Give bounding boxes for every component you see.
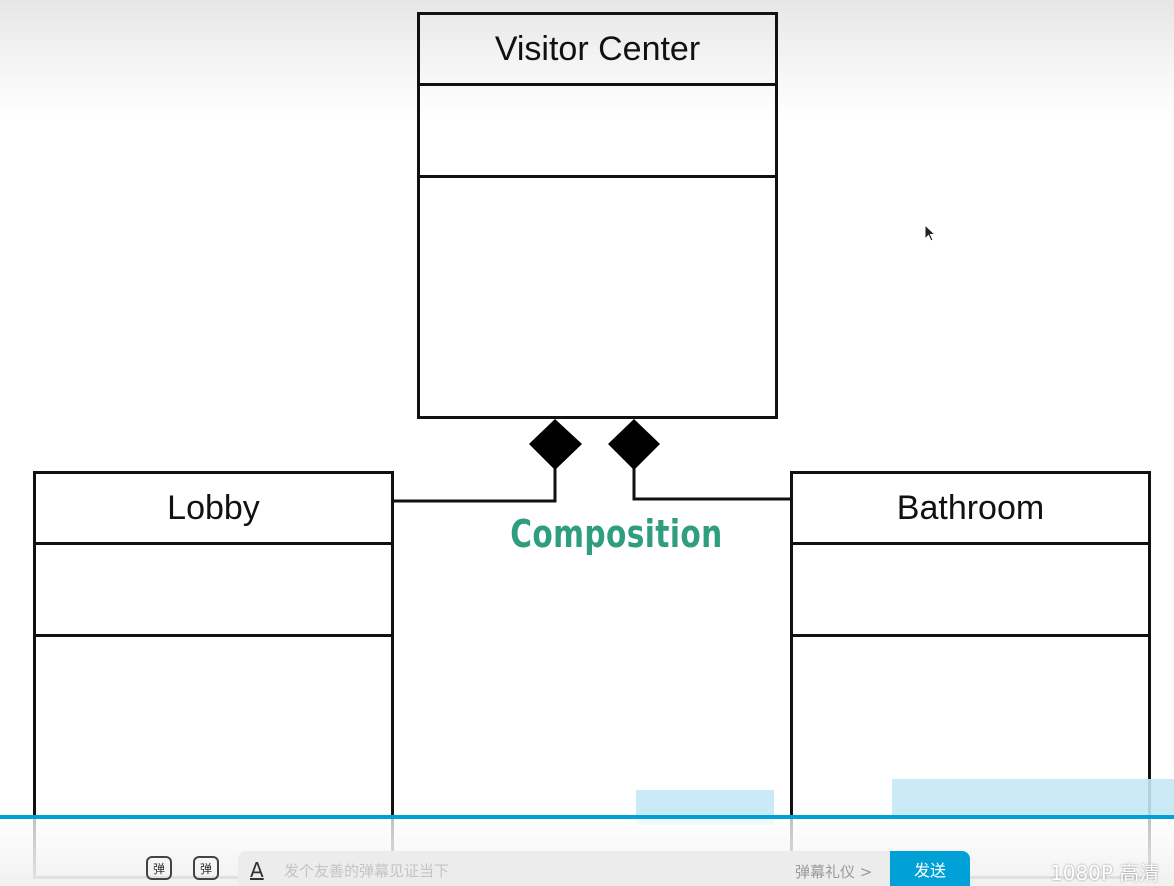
buffer-segment <box>892 779 1174 817</box>
danmaku-etiquette-link[interactable]: 弹幕礼仪 > <box>795 863 873 881</box>
mouse-cursor-icon <box>924 224 936 242</box>
attributes-section <box>793 545 1148 637</box>
composition-diamond-left <box>529 419 582 470</box>
video-progress-bar[interactable] <box>0 815 1174 819</box>
class-name: Visitor Center <box>420 15 775 86</box>
danmaku-toggle-icon[interactable]: 弹 <box>146 856 172 880</box>
bathroom-connector-line <box>632 468 791 501</box>
quality-selector[interactable]: 1080P 高清 <box>1050 861 1160 885</box>
composition-label: Composition <box>510 512 723 556</box>
send-button[interactable]: 发送 <box>890 851 970 886</box>
font-style-icon[interactable]: A <box>250 858 264 882</box>
attributes-section <box>36 545 391 637</box>
class-name: Lobby <box>36 474 391 545</box>
danmaku-input[interactable] <box>282 858 766 884</box>
visitor-center-class: Visitor Center <box>417 12 778 419</box>
lobby-connector-line <box>393 468 557 503</box>
class-name: Bathroom <box>793 474 1148 545</box>
attributes-section <box>420 86 775 178</box>
danmaku-settings-icon[interactable]: 弹 <box>193 856 219 880</box>
composition-diamond-right <box>608 419 660 470</box>
